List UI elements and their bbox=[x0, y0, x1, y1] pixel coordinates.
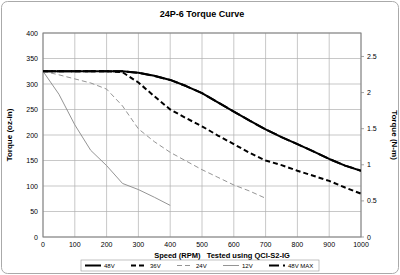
y-tick-label: 200 bbox=[26, 132, 38, 139]
x-tick-label: 200 bbox=[101, 241, 113, 248]
series-line bbox=[43, 71, 266, 198]
plot-area bbox=[43, 33, 361, 237]
x-tick-label: 300 bbox=[133, 241, 145, 248]
series-group bbox=[43, 71, 361, 205]
chart: 24P-6 Torque Curve0501001502002503003504… bbox=[0, 0, 400, 275]
legend-label: 24V bbox=[196, 263, 207, 269]
y2-axis-label: Torque (N-m) bbox=[390, 110, 399, 160]
series-line bbox=[43, 71, 361, 170]
legend-swatch bbox=[223, 265, 239, 266]
y-tick-label: 150 bbox=[26, 157, 38, 164]
legend-swatch bbox=[177, 265, 193, 266]
y-tick-label: 350 bbox=[26, 55, 38, 62]
x-tick-label: 900 bbox=[323, 241, 335, 248]
grid-line bbox=[329, 33, 330, 237]
x-tick-label: 0 bbox=[41, 241, 45, 248]
grid bbox=[43, 33, 361, 237]
y2-tick-label: 1.5 bbox=[367, 125, 377, 132]
x-tick-label: 600 bbox=[228, 241, 240, 248]
y-axis-label: Torque (oz-in) bbox=[5, 108, 14, 161]
legend: 48V 36V 24V 12V 48V MAX bbox=[81, 260, 319, 271]
legend-label: 48V bbox=[104, 263, 115, 269]
grid-line bbox=[106, 33, 107, 237]
x-axis-label: Speed (RPM) Tested using QCI-S2-IG bbox=[154, 251, 290, 260]
grid-line bbox=[138, 33, 139, 237]
y2-tick-label: 0 bbox=[367, 234, 371, 241]
grid-line bbox=[202, 33, 203, 237]
legend-label: 36V bbox=[150, 263, 161, 269]
grid-line bbox=[170, 33, 171, 237]
y2-tick-label: 1 bbox=[367, 161, 371, 168]
y-tick-label: 50 bbox=[30, 208, 38, 215]
grid-line bbox=[297, 33, 298, 237]
y-tick-label: 0 bbox=[34, 234, 38, 241]
legend-swatch bbox=[269, 265, 285, 267]
legend-swatch bbox=[85, 265, 101, 267]
legend-box bbox=[81, 260, 319, 271]
x-tick-label: 100 bbox=[69, 241, 81, 248]
y2-tick-label: 0.5 bbox=[367, 197, 377, 204]
y-tick-label: 100 bbox=[26, 183, 38, 190]
x-tick-label: 800 bbox=[292, 241, 304, 248]
legend-label: 48V MAX bbox=[288, 263, 313, 269]
series-line bbox=[43, 71, 170, 205]
x-tick-label: 400 bbox=[164, 241, 176, 248]
legend-swatch bbox=[131, 265, 147, 267]
x-tick-label: 700 bbox=[260, 241, 272, 248]
y-tick-label: 400 bbox=[26, 30, 38, 37]
y2-tick-label: 2 bbox=[367, 89, 371, 96]
grid-line bbox=[265, 33, 266, 237]
series-line bbox=[43, 71, 361, 193]
x-tick-label: 500 bbox=[196, 241, 208, 248]
y2-tick-label: 2.5 bbox=[367, 53, 377, 60]
grid-line bbox=[74, 33, 75, 237]
chart-frame bbox=[2, 2, 399, 274]
legend-label: 12V bbox=[242, 263, 253, 269]
x-tick-label: 1000 bbox=[353, 241, 369, 248]
y-tick-label: 250 bbox=[26, 106, 38, 113]
series-line bbox=[43, 71, 361, 170]
plot-frame bbox=[43, 33, 361, 237]
grid-line bbox=[233, 33, 234, 237]
y-tick-label: 300 bbox=[26, 81, 38, 88]
title: 24P-6 Torque Curve bbox=[160, 9, 244, 19]
